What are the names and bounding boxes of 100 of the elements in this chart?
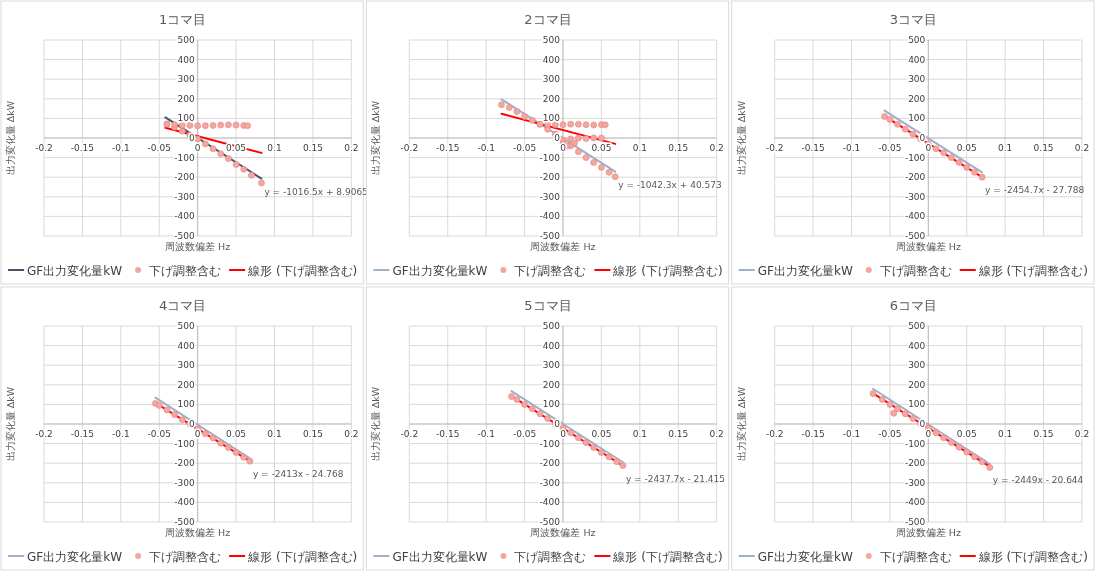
y-tick-label: -100 — [904, 152, 926, 163]
x-tick-label: 0.2 — [709, 429, 724, 439]
y-tick-label: 500 — [542, 35, 561, 45]
legend-label: GF出力変化量kW — [27, 549, 123, 564]
y-tick-label: -100 — [174, 152, 195, 163]
legend-label: 下げ調整含む — [149, 263, 222, 278]
y-tick-label: 0 — [554, 133, 561, 143]
x-tick-label: 0.05 — [226, 429, 247, 439]
y-tick-label: 400 — [542, 340, 561, 351]
x-tick-label: 0.05 — [591, 429, 612, 439]
legend-label: 線形 (下げ調整含む) — [977, 263, 1088, 278]
y-axis-title: 出力変化量 ΔkW — [735, 100, 747, 176]
x-tick-label: -0.1 — [477, 429, 495, 439]
legend-label: 線形 (下げ調整含む) — [612, 549, 723, 564]
x-tick-label: -0.15 — [436, 429, 460, 439]
legend-label: 下げ調整含む — [879, 549, 952, 564]
y-tick-label: 100 — [542, 399, 561, 410]
y-tick-label: 300 — [177, 360, 195, 371]
y-tick-label: 100 — [908, 399, 926, 410]
y-tick-label: -100 — [539, 152, 561, 163]
x-tick-label: -0.2 — [35, 429, 53, 439]
x-tick-label: -0.15 — [70, 429, 95, 439]
y-tick-label: 200 — [908, 379, 926, 390]
y-tick-label: 0 — [188, 133, 195, 143]
legend-label: GF出力変化量kW — [392, 263, 488, 278]
x-tick-label: 0.2 — [344, 429, 359, 439]
chart-title: 5コマ目 — [524, 298, 572, 313]
x-axis-title: 周波数偏差 Hz — [165, 241, 231, 252]
annotation: y = -2449x - 20.644 — [992, 474, 1084, 485]
y-tick-label: 0 — [919, 419, 926, 429]
x-tick-label: -0.15 — [801, 429, 825, 439]
y-tick-label: -400 — [904, 211, 926, 222]
y-tick-label: 200 — [542, 379, 561, 390]
legend-label: 線形 (下げ調整含む) — [247, 263, 358, 278]
y-tick-label: 100 — [542, 113, 561, 124]
y-tick-label: -300 — [539, 477, 561, 488]
x-axis-title: 周波数偏差 Hz — [895, 527, 961, 538]
x-tick-label: -0.1 — [842, 429, 861, 439]
legend-label: 線形 (下げ調整含む) — [977, 549, 1088, 564]
y-axis-title: 出力変化量 ΔkW — [370, 100, 382, 176]
y-tick-label: 100 — [177, 399, 195, 410]
y-tick-label: 500 — [542, 321, 561, 331]
legend-label: GF出力変化量kW — [757, 549, 853, 564]
y-tick-label: -500 — [904, 517, 926, 527]
y-tick-label: -500 — [539, 231, 561, 241]
y-tick-label: 0 — [554, 419, 561, 429]
x-tick-label: -0.2 — [765, 143, 784, 153]
x-tick-label: 0.1 — [267, 143, 282, 153]
annotation: y = -2454.7x - 27.788 — [985, 185, 1085, 196]
x-tick-label: -0.2 — [400, 143, 419, 153]
x-tick-label: 0.15 — [668, 429, 689, 439]
y-tick-label: 300 — [908, 74, 926, 85]
annotation: y = -2437.7x - 21.415 — [625, 473, 726, 484]
x-axis-title: 周波数偏差 Hz — [530, 241, 596, 252]
x-tick-label: -0.15 — [801, 143, 825, 153]
y-tick-label: -300 — [539, 191, 561, 202]
x-tick-label: -0.1 — [477, 143, 495, 153]
y-tick-label: -300 — [174, 477, 195, 488]
y-tick-label: 100 — [908, 113, 926, 124]
y-tick-label: 100 — [177, 113, 195, 124]
y-tick-label: 400 — [542, 54, 561, 65]
x-tick-label: 0.05 — [956, 143, 977, 153]
x-tick-label: 0.05 — [956, 429, 977, 439]
y-tick-label: 300 — [542, 74, 561, 85]
y-tick-label: 200 — [177, 379, 195, 390]
x-tick-label: 0.1 — [267, 429, 282, 439]
y-tick-label: -200 — [904, 458, 926, 469]
x-tick-label: 0.15 — [302, 429, 323, 439]
annotation: y = -1042.3x + 40.573 — [618, 179, 722, 190]
legend-label: 下げ調整含む — [149, 549, 222, 564]
x-tick-label: 0.2 — [344, 143, 359, 153]
legend-label: GF出力変化量kW — [392, 549, 488, 564]
legend-label: GF出力変化量kW — [757, 263, 853, 278]
x-tick-label: 0.15 — [1033, 143, 1054, 153]
y-tick-label: 500 — [177, 321, 195, 331]
y-tick-label: 0 — [188, 419, 195, 429]
y-tick-label: -300 — [904, 477, 926, 488]
y-tick-label: -400 — [174, 497, 195, 508]
y-tick-label: 200 — [542, 93, 561, 104]
x-tick-label: -0.15 — [70, 143, 95, 153]
x-tick-label: -0.2 — [400, 429, 419, 439]
y-axis-title: 出力変化量 ΔkW — [5, 386, 16, 462]
y-tick-label: 500 — [908, 321, 926, 331]
y-tick-label: 400 — [908, 340, 926, 351]
y-tick-label: -400 — [904, 497, 926, 508]
y-tick-label: 300 — [908, 360, 926, 371]
x-tick-label: 0.1 — [632, 143, 647, 153]
y-tick-label: 300 — [542, 360, 561, 371]
legend-label: GF出力変化量kW — [27, 263, 123, 278]
legend-label: 下げ調整含む — [514, 549, 587, 564]
x-tick-label: -0.2 — [765, 429, 784, 439]
y-tick-label: 500 — [908, 35, 926, 45]
y-tick-label: 400 — [177, 340, 195, 351]
legend-label: 線形 (下げ調整含む) — [247, 549, 358, 564]
y-tick-label: 200 — [177, 93, 195, 104]
y-tick-label: -500 — [904, 231, 926, 241]
legend-label: 下げ調整含む — [514, 263, 587, 278]
x-tick-label: 0.2 — [709, 143, 724, 153]
legend-label: 下げ調整含む — [879, 263, 952, 278]
y-tick-label: 200 — [908, 93, 926, 104]
